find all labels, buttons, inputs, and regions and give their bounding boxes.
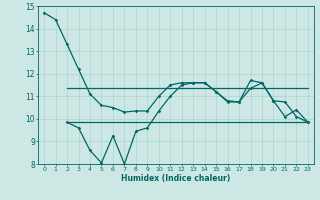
X-axis label: Humidex (Indice chaleur): Humidex (Indice chaleur) [121,174,231,183]
